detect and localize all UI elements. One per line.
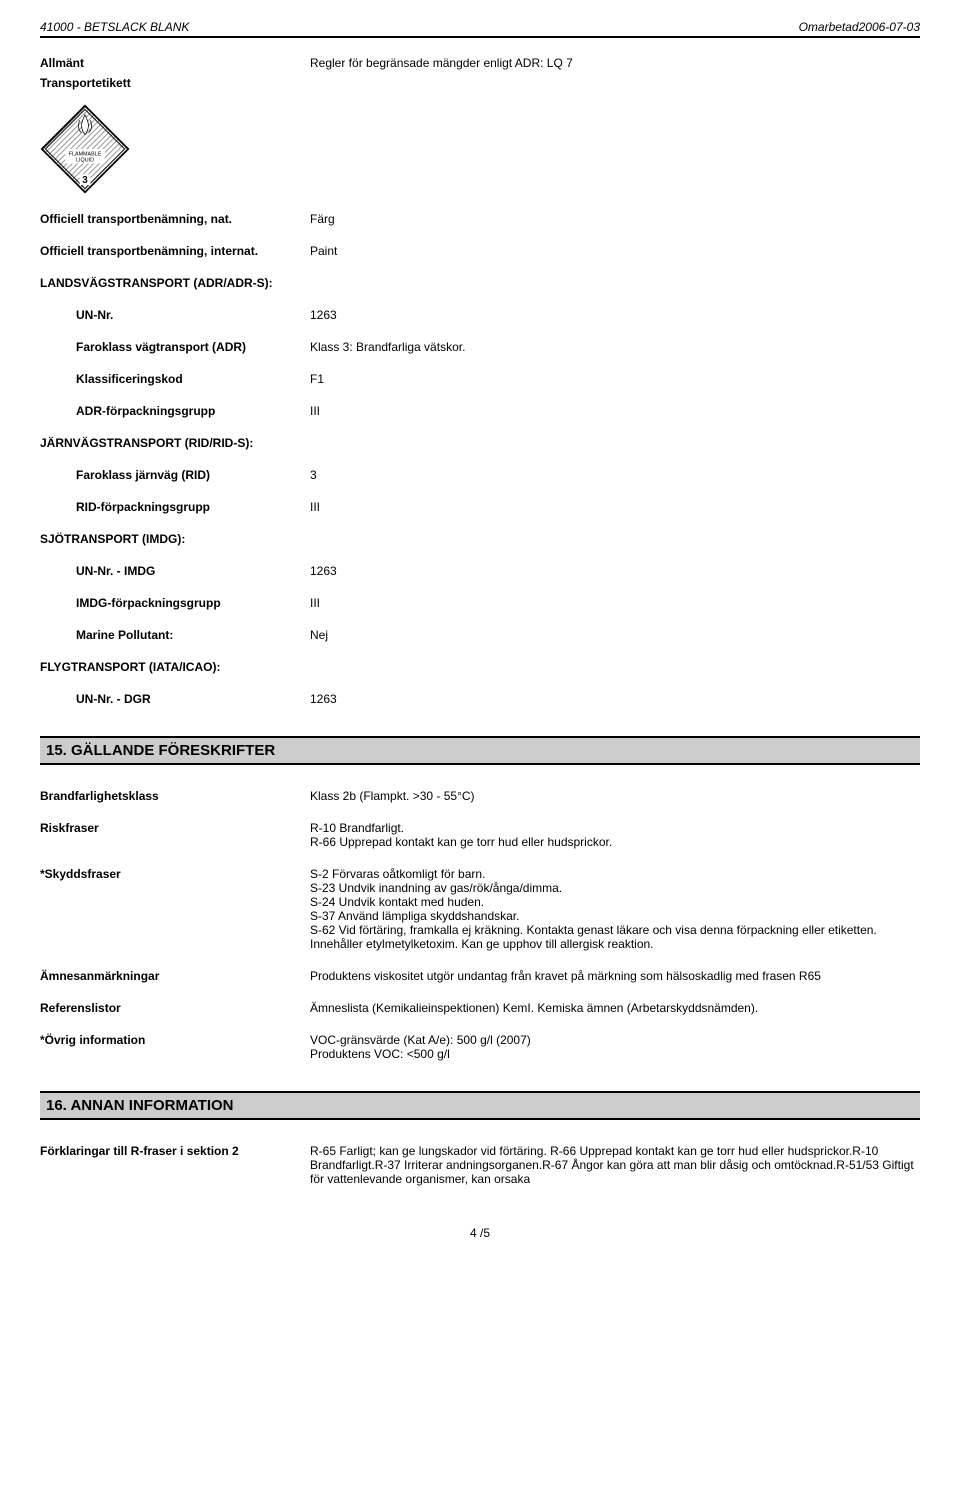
row-protect: *Skyddsfraser S-2 Förvaras oåtkomligt fö… <box>40 867 920 951</box>
value-rail-pg: III <box>310 500 920 514</box>
label-air-header: FLYGTRANSPORT (IATA/ICAO): <box>40 660 310 674</box>
label-land-faroklass: Faroklass vägtransport (ADR) <box>40 340 310 354</box>
row-official-nat: Officiell transportbenämning, nat. Färg <box>40 212 920 226</box>
row-transport-label: Transportetikett <box>40 76 920 90</box>
label-rail-pg: RID-förpackningsgrupp <box>40 500 310 514</box>
label-air-unnr: UN-Nr. - DGR <box>40 692 310 706</box>
row-air-unnr: UN-Nr. - DGR 1263 <box>40 692 920 706</box>
section-16-header: 16. ANNAN INFORMATION <box>40 1091 920 1120</box>
value-subject-notes: Produktens viskositet utgör undantag frå… <box>310 969 920 983</box>
other-info-line2: Produktens VOC: <500 g/l <box>310 1047 920 1061</box>
label-reference: Referenslistor <box>40 1001 310 1015</box>
label-sea-pg: IMDG-förpackningsgrupp <box>40 596 310 610</box>
other-info-line1: VOC-gränsvärde (Kat A/e): 500 g/l (2007) <box>310 1033 920 1047</box>
value-explanations: R-65 Farligt; kan ge lungskador vid fört… <box>310 1144 920 1186</box>
row-official-int: Officiell transportbenämning, internat. … <box>40 244 920 258</box>
rail-header: JÄRNVÄGSTRANSPORT (RID/RID-S): <box>40 436 920 450</box>
row-subject-notes: Ämnesanmärkningar Produktens viskositet … <box>40 969 920 983</box>
header-right: Omarbetad2006-07-03 <box>799 20 920 34</box>
row-rail-faroklass: Faroklass järnväg (RID) 3 <box>40 468 920 482</box>
value-protect: S-2 Förvaras oåtkomligt för barn. S-23 U… <box>310 867 920 951</box>
placard-text-bottom: LIQUID <box>76 158 94 164</box>
row-land-faroklass: Faroklass vägtransport (ADR) Klass 3: Br… <box>40 340 920 354</box>
page-header: 41000 - BETSLACK BLANK Omarbetad2006-07-… <box>40 20 920 34</box>
value-brand-class: Klass 2b (Flampkt. >30 - 55°C) <box>310 789 920 803</box>
label-subject-notes: Ämnesanmärkningar <box>40 969 310 983</box>
label-land-header: LANDSVÄGSTRANSPORT (ADR/ADR-S): <box>40 276 310 290</box>
row-land-klassificeringskod: Klassificeringskod F1 <box>40 372 920 386</box>
protect-line6: Innehåller etylmetylketoxim. Kan ge upph… <box>310 937 920 951</box>
value-land-unnr: 1263 <box>310 308 920 322</box>
value-risk: R-10 Brandfarligt. R-66 Upprepad kontakt… <box>310 821 920 849</box>
placard-number: 3 <box>82 175 88 186</box>
label-rail-header: JÄRNVÄGSTRANSPORT (RID/RID-S): <box>40 436 310 450</box>
label-sea-unnr: UN-Nr. - IMDG <box>40 564 310 578</box>
label-official-int: Officiell transportbenämning, internat. <box>40 244 310 258</box>
land-transport-header: LANDSVÄGSTRANSPORT (ADR/ADR-S): <box>40 276 920 290</box>
label-land-adrpg: ADR-förpackningsgrupp <box>40 404 310 418</box>
protect-line4: S-37 Använd lämpliga skyddshandskar. <box>310 909 920 923</box>
value-land-adrpg: III <box>310 404 920 418</box>
page-footer: 4 /5 <box>40 1226 920 1240</box>
hazmat-placard-icon: FLAMMABLE LIQUID 3 <box>40 104 130 194</box>
label-land-klassificeringskod: Klassificeringskod <box>40 372 310 386</box>
row-brand-class: Brandfarlighetsklass Klass 2b (Flampkt. … <box>40 789 920 803</box>
value-rail-faroklass: 3 <box>310 468 920 482</box>
label-protect: *Skyddsfraser <box>40 867 310 951</box>
label-brand-class: Brandfarlighetsklass <box>40 789 310 803</box>
row-reference: Referenslistor Ämneslista (Kemikalieinsp… <box>40 1001 920 1015</box>
label-land-unnr: UN-Nr. <box>40 308 310 322</box>
value-general: Regler för begränsade mängder enligt ADR… <box>310 56 920 70</box>
row-other-info: *Övrig information VOC-gränsvärde (Kat A… <box>40 1033 920 1061</box>
protect-line2: S-23 Undvik inandning av gas/rök/ånga/di… <box>310 881 920 895</box>
label-official-nat: Officiell transportbenämning, nat. <box>40 212 310 226</box>
protect-line5: S-62 Vid förtäring, framkalla ej kräknin… <box>310 923 920 937</box>
section-15-header: 15. GÄLLANDE FÖRESKRIFTER <box>40 736 920 765</box>
row-sea-pg: IMDG-förpackningsgrupp III <box>40 596 920 610</box>
row-land-unnr: UN-Nr. 1263 <box>40 308 920 322</box>
placard-text-top: FLAMMABLE <box>69 151 102 157</box>
value-reference: Ämneslista (Kemikalieinspektionen) KemI.… <box>310 1001 920 1015</box>
risk-line2: R-66 Upprepad kontakt kan ge torr hud el… <box>310 835 920 849</box>
row-explanations: Förklaringar till R-fraser i sektion 2 R… <box>40 1144 920 1186</box>
value-official-int: Paint <box>310 244 920 258</box>
risk-line1: R-10 Brandfarligt. <box>310 821 920 835</box>
label-transport-etikett: Transportetikett <box>40 76 310 90</box>
label-other-info: *Övrig information <box>40 1033 310 1061</box>
value-air-unnr: 1263 <box>310 692 920 706</box>
value-land-klassificeringskod: F1 <box>310 372 920 386</box>
label-risk: Riskfraser <box>40 821 310 849</box>
protect-line3: S-24 Undvik kontakt med huden. <box>310 895 920 909</box>
row-sea-marine: Marine Pollutant: Nej <box>40 628 920 642</box>
value-other-info: VOC-gränsvärde (Kat A/e): 500 g/l (2007)… <box>310 1033 920 1061</box>
label-sea-header: SJÖTRANSPORT (IMDG): <box>40 532 310 546</box>
label-rail-faroklass: Faroklass järnväg (RID) <box>40 468 310 482</box>
row-land-adrpg: ADR-förpackningsgrupp III <box>40 404 920 418</box>
value-sea-pg: III <box>310 596 920 610</box>
air-header: FLYGTRANSPORT (IATA/ICAO): <box>40 660 920 674</box>
value-land-faroklass: Klass 3: Brandfarliga vätskor. <box>310 340 920 354</box>
value-sea-marine: Nej <box>310 628 920 642</box>
value-official-nat: Färg <box>310 212 920 226</box>
row-risk: Riskfraser R-10 Brandfarligt. R-66 Uppre… <box>40 821 920 849</box>
row-sea-unnr: UN-Nr. - IMDG 1263 <box>40 564 920 578</box>
protect-line1: S-2 Förvaras oåtkomligt för barn. <box>310 867 920 881</box>
label-explanations: Förklaringar till R-fraser i sektion 2 <box>40 1144 310 1186</box>
header-left: 41000 - BETSLACK BLANK <box>40 20 189 34</box>
header-rule <box>40 36 920 38</box>
row-general: Allmänt Regler för begränsade mängder en… <box>40 56 920 70</box>
value-sea-unnr: 1263 <box>310 564 920 578</box>
row-rail-pg: RID-förpackningsgrupp III <box>40 500 920 514</box>
sea-header: SJÖTRANSPORT (IMDG): <box>40 532 920 546</box>
label-general: Allmänt <box>40 56 310 70</box>
label-sea-marine: Marine Pollutant: <box>40 628 310 642</box>
